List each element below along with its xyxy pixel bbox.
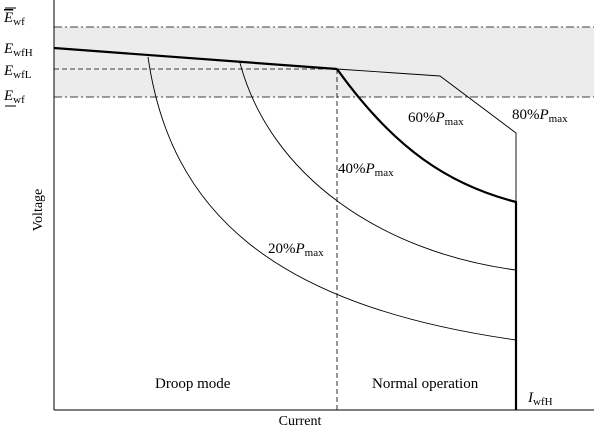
current-limit-label: IwfH [527,390,553,408]
low-label: EwfL [3,63,32,81]
lines [53,0,594,411]
curve-label: 80%Pmax [512,107,568,125]
curve-label: 60%Pmax [408,110,464,128]
curve-label: 20%Pmax [268,241,324,259]
region-label: Normal operation [372,376,479,392]
curve-20 [147,56,517,341]
upper-label: Ewf [3,10,25,28]
curve-label: 40%Pmax [338,161,394,179]
curve-40 [239,62,517,271]
droop-line [53,46,338,71]
band [54,27,594,97]
curve-60 [336,68,518,410]
lower-label: Ewf [3,88,25,106]
region-label: Droop mode [155,376,231,392]
x-axis-label: Current [279,414,322,429]
high-label: EwfH [3,41,33,59]
y-axis-label: Voltage [31,189,46,232]
